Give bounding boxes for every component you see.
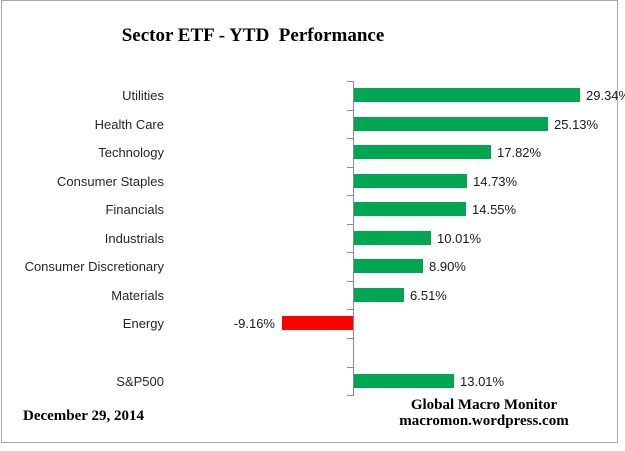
axis-tick — [347, 281, 354, 282]
category-label: Health Care — [94, 117, 164, 132]
bar-row: Technology 17.82% — [2, 138, 618, 167]
axis-tick — [347, 395, 354, 396]
positive-bar — [354, 231, 431, 245]
axis-tick — [347, 252, 354, 253]
axis-tick — [347, 81, 354, 82]
category-label: Financials — [105, 202, 164, 217]
positive-bar — [354, 288, 404, 302]
bar-row: Industrials 10.01% — [2, 224, 618, 253]
category-label: Utilities — [122, 88, 164, 103]
value-label: 8.90% — [429, 259, 466, 274]
value-label: 6.51% — [410, 288, 447, 303]
positive-bar — [354, 202, 466, 216]
category-label: S&P500 — [116, 374, 164, 389]
value-label: 14.55% — [472, 202, 517, 217]
axis-tick — [347, 195, 354, 196]
axis-tick — [347, 338, 354, 339]
bar-row — [2, 338, 618, 367]
category-label: Industrials — [104, 231, 164, 246]
bar-row: Materials 6.51% — [2, 281, 618, 310]
positive-bar — [354, 174, 467, 188]
plot-area: Utilities 29.34% Health Care 25.13% Technolo… — [2, 81, 625, 397]
bar-row: Consumer Staples 14.73% — [2, 167, 618, 196]
axis-tick — [347, 110, 354, 111]
negative-bar — [282, 316, 353, 330]
bar-row: Health Care 25.13% — [2, 110, 618, 139]
value-label: 25.13% — [554, 117, 599, 132]
value-label: 14.73% — [473, 174, 518, 189]
chart-title: Sector ETF - YTD Performance — [121, 25, 385, 46]
value-label: 10.01% — [437, 231, 482, 246]
value-label: 29.34% — [586, 88, 625, 103]
bar-row: S&P500 13.01% — [2, 367, 618, 396]
value-axis-line — [353, 81, 354, 395]
footer: Global Macro Monitor macromon.wordpress.… — [353, 397, 615, 429]
axis-tick — [347, 224, 354, 225]
axis-tick — [347, 309, 354, 310]
category-label: Consumer Discretionary — [24, 259, 164, 274]
bar-row: Financials 14.55% — [2, 195, 618, 224]
positive-bar — [354, 145, 491, 159]
category-label: Consumer Staples — [57, 174, 164, 189]
category-label: Technology — [98, 145, 164, 160]
bar-row: Energy -9.16% — [2, 309, 618, 338]
positive-bar — [354, 259, 423, 273]
axis-tick — [347, 138, 354, 139]
category-label — [2, 338, 164, 367]
bar-row: Consumer Discretionary 8.90% — [2, 252, 618, 281]
date-label: December 29, 2014 — [23, 408, 144, 424]
axis-tick — [347, 167, 354, 168]
positive-bar — [354, 117, 548, 131]
positive-bar — [354, 374, 454, 388]
value-label: -9.16% — [233, 316, 275, 331]
footer-url: macromon.wordpress.com — [399, 413, 569, 429]
value-label: 13.01% — [460, 374, 505, 389]
positive-bar — [354, 88, 580, 102]
category-label: Energy — [122, 316, 164, 331]
category-label: Materials — [111, 288, 164, 303]
axis-tick — [347, 367, 354, 368]
footer-source-name: Global Macro Monitor — [410, 397, 558, 413]
value-label: 17.82% — [497, 145, 542, 160]
bar-row: Utilities 29.34% — [2, 81, 625, 110]
